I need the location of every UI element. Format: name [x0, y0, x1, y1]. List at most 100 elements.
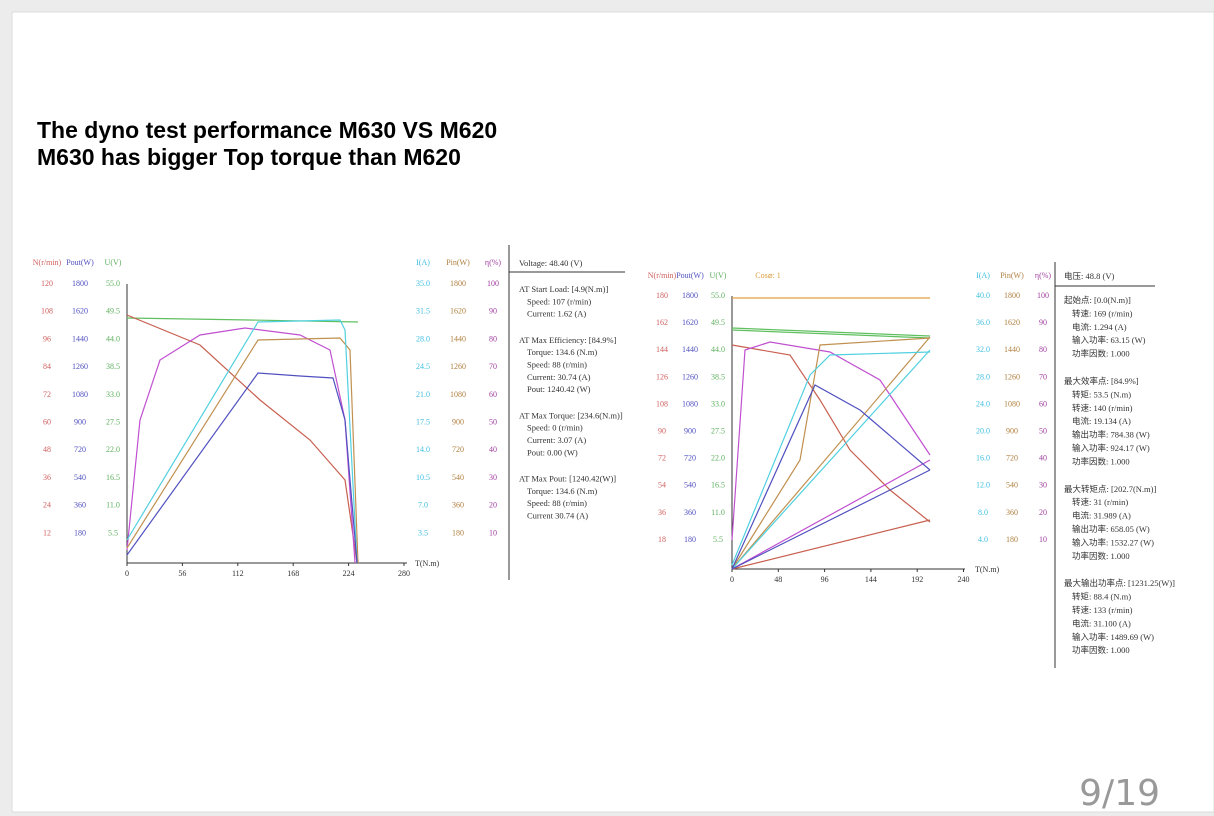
info-heading: 起始点: [0.0(N.m)]	[1064, 295, 1131, 305]
chart-2-graphics	[731, 262, 1155, 668]
scale-label: 55.0	[711, 291, 725, 300]
info-line: Current: 1.62 (A)	[527, 309, 586, 319]
scale-label: 35.0	[416, 279, 430, 288]
scale-label: 1800	[450, 279, 466, 288]
scale-label: 1260	[450, 362, 466, 371]
scale-label: 1620	[1004, 318, 1020, 327]
scale-label: 32.0	[976, 345, 990, 354]
scale-label: 11.0	[106, 501, 120, 510]
scale-label: 900	[452, 418, 464, 427]
scale-label: 10	[1039, 535, 1047, 544]
info-line: 转矩: 53.5 (N.m)	[1072, 389, 1131, 399]
info-line: Current: 30.74 (A)	[527, 372, 591, 382]
scale-label: 162	[656, 318, 668, 327]
scale-label: 4.0	[978, 535, 988, 544]
info-line: Pout: 1240.42 (W)	[527, 384, 591, 394]
scale-label: 49.5	[106, 307, 120, 316]
x-tick-label: 96	[821, 575, 829, 584]
scale-label: 1260	[72, 362, 88, 371]
info-line: Torque: 134.6 (N.m)	[527, 347, 597, 357]
info-line: 电流: 31.989 (A)	[1072, 511, 1131, 521]
scale-label: 22.0	[711, 454, 725, 463]
scale-label: 1080	[682, 399, 698, 408]
scale-label: 1080	[1004, 399, 1020, 408]
scale-label: 720	[1006, 454, 1018, 463]
scale-label: 1440	[72, 334, 88, 343]
info-line: 输入功率: 1532.27 (W)	[1072, 537, 1154, 547]
x-tick-label: 112	[232, 569, 244, 578]
scale-label: 7.0	[418, 501, 428, 510]
scale-label: 30	[489, 473, 497, 482]
scale-label: 5.5	[713, 535, 723, 544]
scale-label: 126	[656, 372, 668, 381]
scale-label: 12.0	[976, 481, 990, 490]
scale-label: 108	[656, 399, 668, 408]
scale-label: 1260	[1004, 372, 1020, 381]
info-line: 转速: 169 (r/min)	[1072, 308, 1133, 318]
info-line: Speed: 88 (r/min)	[527, 360, 587, 370]
scale-label: 1440	[1004, 345, 1020, 354]
title-line: The dyno test performance M630 VS M620	[37, 117, 497, 143]
scale-label: 38.5	[711, 372, 725, 381]
scale-label: 900	[1006, 427, 1018, 436]
scale-label: 36.0	[976, 318, 990, 327]
x-tick-label: 280	[398, 569, 410, 578]
info-heading: 最大转矩点: [202.7(N.m)]	[1064, 484, 1156, 494]
info-line: Current 30.74 (A)	[527, 511, 588, 521]
scale-label: 48	[43, 445, 51, 454]
info-heading: AT Max Efficiency: [84.9%]	[519, 335, 617, 345]
scale-label: 1620	[72, 307, 88, 316]
scale-label: 44.0	[711, 345, 725, 354]
info-line: 电流: 19.134 (A)	[1072, 416, 1131, 426]
scale-label: 60	[489, 390, 497, 399]
scale-label: 100	[1037, 291, 1049, 300]
axis-header: Pin(W)	[446, 258, 470, 267]
info-line: 输出功率: 658.05 (W)	[1072, 524, 1150, 534]
scale-label: 540	[74, 473, 86, 482]
scale-label: 8.0	[978, 508, 988, 517]
scale-label: 180	[656, 291, 668, 300]
scale-label: 22.0	[106, 445, 120, 454]
axis-header: I(A)	[416, 258, 430, 267]
scale-label: 70	[1039, 372, 1047, 381]
info-line: 转速: 140 (r/min)	[1072, 403, 1133, 413]
info-line: Speed: 0 (r/min)	[527, 423, 583, 433]
info-line: 输出功率: 784.38 (W)	[1072, 430, 1150, 440]
info-line: 转速: 31 (r/min)	[1072, 497, 1128, 507]
info-line: 功率因数: 1.000	[1072, 456, 1130, 466]
info-line: 转速: 133 (r/min)	[1072, 605, 1133, 615]
scale-label: 1800	[72, 279, 88, 288]
info-heading: 最大输出功率点: [1231.25(W)]	[1064, 578, 1175, 588]
x-tick-label: 192	[911, 575, 923, 584]
scale-label: 33.0	[711, 399, 725, 408]
scale-label: 16.0	[976, 454, 990, 463]
scale-label: 30	[1039, 481, 1047, 490]
scale-label: 1440	[450, 334, 466, 343]
axis-header: U(V)	[105, 258, 122, 267]
x-tick-label: 48	[774, 575, 782, 584]
scale-label: 38.5	[106, 362, 120, 371]
scale-label: 72	[658, 454, 666, 463]
scale-label: 60	[43, 418, 51, 427]
scale-label: 5.5	[108, 528, 118, 537]
scale-label: 90	[489, 307, 497, 316]
info-line: 电流: 31.100 (A)	[1072, 618, 1131, 628]
scale-label: 24.5	[416, 362, 430, 371]
scale-label: 180	[74, 528, 86, 537]
scale-label: 84	[43, 362, 51, 371]
scale-label: 1440	[682, 345, 698, 354]
scale-label: 180	[452, 528, 464, 537]
scale-label: 1800	[1004, 291, 1020, 300]
scale-label: 28.0	[416, 334, 430, 343]
scale-label: 54	[658, 481, 666, 490]
scale-label: 27.5	[711, 427, 725, 436]
scale-label: 33.0	[106, 390, 120, 399]
scale-label: 24.0	[976, 399, 990, 408]
scale-label: 96	[43, 334, 51, 343]
scale-label: 40	[489, 445, 497, 454]
info-line: 输入功率: 924.17 (W)	[1072, 443, 1150, 453]
scale-label: 16.5	[106, 473, 120, 482]
scale-label: 60	[1039, 399, 1047, 408]
scale-label: 1080	[72, 390, 88, 399]
